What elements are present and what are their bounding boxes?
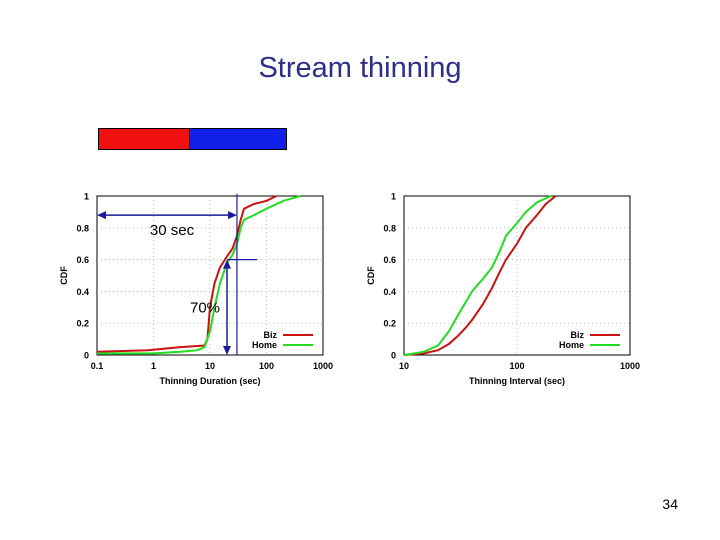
blue-bar-segment — [189, 128, 287, 150]
y-tick-label: 0.6 — [76, 255, 89, 265]
x-tick-label: 1000 — [620, 361, 640, 371]
y-tick-label: 1 — [391, 192, 396, 202]
plot-frame-1 — [403, 195, 631, 356]
y-tick-label: 0.2 — [383, 319, 396, 329]
y-tick-label: 0.8 — [383, 223, 396, 233]
y-tick-label: 0 — [84, 351, 89, 361]
y-tick-label: 1 — [84, 192, 89, 202]
x-axis-label: Thinning Duration (sec) — [160, 376, 261, 386]
x-axis-label: Thinning Interval (sec) — [469, 376, 565, 386]
y-tick-label: 0 — [391, 351, 396, 361]
duration-annotation-label: 30 sec — [150, 222, 195, 239]
y-tick-label: 0.6 — [383, 255, 396, 265]
arrow-head-left — [97, 211, 106, 220]
page-number: 34 — [662, 496, 678, 512]
y-tick-label: 0.4 — [76, 287, 89, 297]
series-line-home — [403, 195, 552, 356]
x-tick-label: 1 — [151, 361, 156, 371]
legend-label-biz: Biz — [571, 330, 585, 340]
legend-label-home: Home — [252, 340, 277, 350]
y-tick-label: 0.8 — [76, 223, 89, 233]
x-tick-label: 10 — [399, 361, 409, 371]
arrow-head-down — [223, 346, 232, 355]
legend-label-home: Home — [559, 340, 584, 350]
y-tick-label: 0.4 — [383, 287, 396, 297]
percentage-annotation-label: 70% — [190, 299, 220, 316]
slide-title: Stream thinning — [258, 52, 462, 84]
series-line-biz — [96, 195, 277, 353]
x-tick-label: 100 — [509, 361, 524, 371]
x-tick-label: 100 — [259, 361, 274, 371]
y-axis-label: CDF — [366, 266, 376, 285]
arrow-head-up — [223, 259, 232, 269]
x-tick-label: 0.1 — [91, 361, 104, 371]
legend-label-biz: Biz — [264, 330, 278, 340]
y-axis-label: CDF — [59, 266, 69, 285]
y-tick-label: 0.2 — [76, 319, 89, 329]
series-line-biz — [403, 195, 557, 356]
x-tick-label: 1000 — [313, 361, 333, 371]
arrow-head-right — [227, 211, 237, 220]
x-tick-label: 10 — [205, 361, 215, 371]
